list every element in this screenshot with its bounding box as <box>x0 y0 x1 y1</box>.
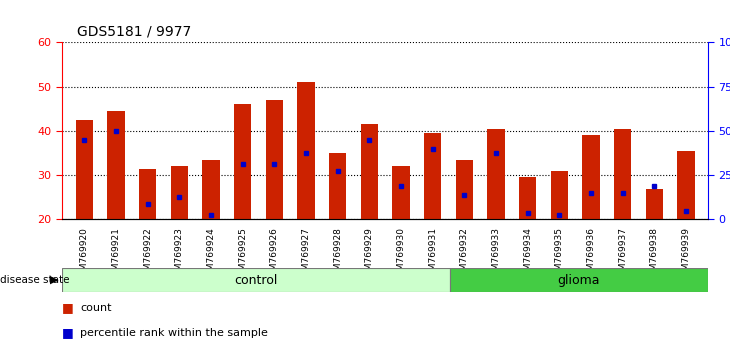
Bar <box>171 166 188 219</box>
Text: GDS5181 / 9977: GDS5181 / 9977 <box>77 25 191 39</box>
Bar <box>234 104 251 219</box>
Text: ▶: ▶ <box>50 275 58 285</box>
Bar <box>107 111 125 219</box>
Bar <box>75 120 93 219</box>
Bar <box>583 135 599 219</box>
Bar <box>614 129 631 219</box>
Bar <box>328 153 346 219</box>
Bar <box>450 268 708 292</box>
Bar <box>456 160 473 219</box>
Bar <box>487 129 504 219</box>
Bar <box>266 100 283 219</box>
Bar <box>392 166 410 219</box>
Text: percentile rank within the sample: percentile rank within the sample <box>80 328 268 338</box>
Bar <box>677 151 695 219</box>
Bar <box>645 188 663 219</box>
Bar <box>424 133 442 219</box>
Text: ■: ■ <box>62 302 74 314</box>
Bar <box>202 160 220 219</box>
Text: control: control <box>234 274 277 286</box>
Text: glioma: glioma <box>558 274 600 286</box>
Bar <box>361 124 378 219</box>
Bar <box>62 268 450 292</box>
Bar <box>297 82 315 219</box>
Text: count: count <box>80 303 112 313</box>
Bar <box>519 177 537 219</box>
Bar <box>550 171 568 219</box>
Text: ■: ■ <box>62 326 74 339</box>
Text: disease state: disease state <box>0 275 69 285</box>
Bar <box>139 169 156 219</box>
